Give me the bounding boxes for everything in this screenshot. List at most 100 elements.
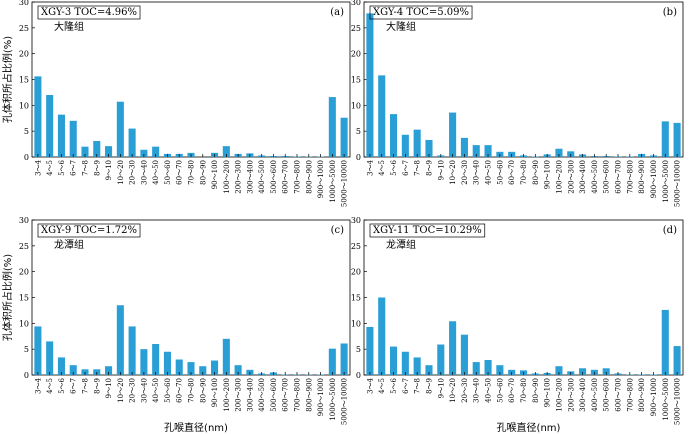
x-tick-label: 20～30 bbox=[129, 160, 137, 185]
formation-label: 龙潭组 bbox=[386, 238, 416, 251]
x-tick-label: 400～500 bbox=[258, 378, 266, 412]
bar bbox=[46, 95, 54, 157]
x-tick-label: 100～200 bbox=[223, 160, 231, 194]
x-tick-label: 700～800 bbox=[626, 160, 634, 194]
sample-info-label: XGY-9 TOC=1.72% bbox=[41, 225, 137, 236]
sample-info-label: XGY-3 TOC=4.96% bbox=[41, 7, 137, 18]
bar bbox=[602, 368, 610, 375]
x-tick-label: 800～900 bbox=[305, 160, 313, 194]
x-tick-label: 8～9 bbox=[425, 160, 433, 176]
x-tick-label: 400～500 bbox=[591, 378, 599, 412]
x-tick-label: 30～40 bbox=[140, 378, 148, 403]
x-tick-label: 3～4 bbox=[366, 159, 374, 175]
y-axis-label: 孔体积所占比例(%) bbox=[1, 36, 14, 123]
x-tick-label: 5000～10000 bbox=[674, 378, 682, 425]
x-tick-label: 5～6 bbox=[390, 377, 398, 393]
y-tick-label: 25 bbox=[351, 242, 361, 251]
y-tick-label: 0 bbox=[24, 153, 29, 162]
y-tick-label: 15 bbox=[351, 294, 361, 303]
x-tick-label: 6～7 bbox=[70, 378, 78, 394]
x-tick-label: 50～60 bbox=[496, 378, 504, 403]
bar bbox=[460, 137, 468, 157]
x-tick-label: 60～70 bbox=[176, 378, 184, 403]
bar bbox=[449, 321, 457, 375]
bar bbox=[389, 114, 398, 157]
sample-info-box bbox=[37, 223, 141, 238]
bar bbox=[175, 359, 183, 375]
x-tick-label: 90～100 bbox=[211, 378, 219, 407]
x-tick-label: 70～80 bbox=[520, 160, 528, 185]
y-tick-label: 25 bbox=[19, 242, 29, 251]
bar bbox=[328, 97, 336, 157]
chart-panel-c: 0 5 10 15 20 25 30 3～4 4～5 5～6 6～7 7～8 8～9 9～10 10～20 2… bbox=[1, 216, 351, 434]
bar bbox=[93, 140, 101, 157]
bar bbox=[234, 365, 242, 375]
x-tick-label: 40～50 bbox=[485, 378, 493, 403]
x-tick-label: 3～4 bbox=[366, 377, 374, 393]
bar bbox=[116, 101, 124, 157]
x-axis-label: 孔喉直径(nm) bbox=[497, 421, 561, 434]
x-tick-label: 800～900 bbox=[638, 378, 646, 412]
x-tick-label: 1000～5000 bbox=[662, 160, 670, 203]
x-tick-label: 100～200 bbox=[555, 378, 563, 412]
x-tick-label: 6～7 bbox=[70, 160, 78, 176]
bar bbox=[579, 368, 587, 375]
x-tick-label: 800～900 bbox=[638, 160, 646, 194]
formation-label: 大隆组 bbox=[54, 20, 84, 33]
bar bbox=[222, 146, 230, 157]
y-tick-label: 30 bbox=[19, 0, 29, 7]
y-tick-label: 15 bbox=[19, 76, 29, 85]
x-tick-label: 500～600 bbox=[603, 160, 611, 194]
x-tick-label: 300～400 bbox=[579, 378, 587, 412]
x-tick-label: 200～300 bbox=[235, 378, 243, 412]
y-tick-label: 30 bbox=[19, 216, 29, 225]
bar bbox=[116, 305, 124, 375]
x-tick-label: 90～100 bbox=[544, 160, 552, 189]
bar bbox=[472, 145, 480, 157]
panel-label: (a) bbox=[330, 7, 344, 18]
bar bbox=[555, 148, 563, 157]
bar bbox=[449, 112, 457, 157]
x-tick-label: 6～7 bbox=[402, 378, 410, 394]
x-tick-label: 30～40 bbox=[473, 160, 481, 185]
bar bbox=[389, 346, 398, 375]
x-tick-label: 40～50 bbox=[152, 160, 160, 185]
bar bbox=[340, 117, 348, 157]
sample-info-box bbox=[37, 5, 141, 20]
x-tick-label: 7～8 bbox=[82, 378, 90, 394]
y-tick-label: 25 bbox=[351, 24, 361, 33]
x-tick-label: 50～60 bbox=[496, 160, 504, 185]
bar bbox=[222, 338, 230, 375]
sample-info-label: XGY-11 TOC=10.29% bbox=[373, 225, 482, 236]
bar bbox=[57, 357, 65, 375]
x-tick-label: 900～1000 bbox=[650, 160, 658, 198]
bar bbox=[425, 365, 433, 375]
y-tick-label: 20 bbox=[19, 268, 29, 277]
y-tick-label: 15 bbox=[351, 76, 361, 85]
x-tick-label: 50～60 bbox=[164, 160, 172, 185]
bar bbox=[484, 145, 492, 157]
x-tick-label: 60～70 bbox=[508, 378, 516, 403]
y-tick-label: 5 bbox=[24, 345, 29, 354]
x-tick-label: 5000～10000 bbox=[341, 378, 349, 425]
bar bbox=[328, 348, 336, 375]
bar bbox=[437, 344, 445, 375]
x-tick-label: 90～100 bbox=[544, 378, 552, 407]
bar bbox=[673, 122, 681, 157]
bar bbox=[69, 120, 77, 157]
bar bbox=[163, 351, 171, 375]
bar bbox=[340, 343, 348, 375]
y-tick-label: 5 bbox=[24, 127, 29, 136]
bar bbox=[413, 357, 421, 375]
x-tick-label: 700～800 bbox=[626, 378, 634, 412]
y-tick-label: 10 bbox=[351, 101, 361, 110]
x-tick-label: 30～40 bbox=[140, 160, 148, 185]
y-tick-label: 0 bbox=[356, 153, 361, 162]
x-tick-label: 400～500 bbox=[258, 160, 266, 194]
y-axis-label: 孔体积所占比例(%) bbox=[1, 254, 14, 341]
x-tick-label: 100～200 bbox=[555, 160, 563, 194]
formation-label: 大隆组 bbox=[386, 20, 416, 33]
x-tick-label: 3～4 bbox=[34, 159, 42, 175]
x-tick-label: 300～400 bbox=[246, 378, 254, 412]
sample-info-label: XGY-4 TOC=5.09% bbox=[373, 7, 469, 18]
